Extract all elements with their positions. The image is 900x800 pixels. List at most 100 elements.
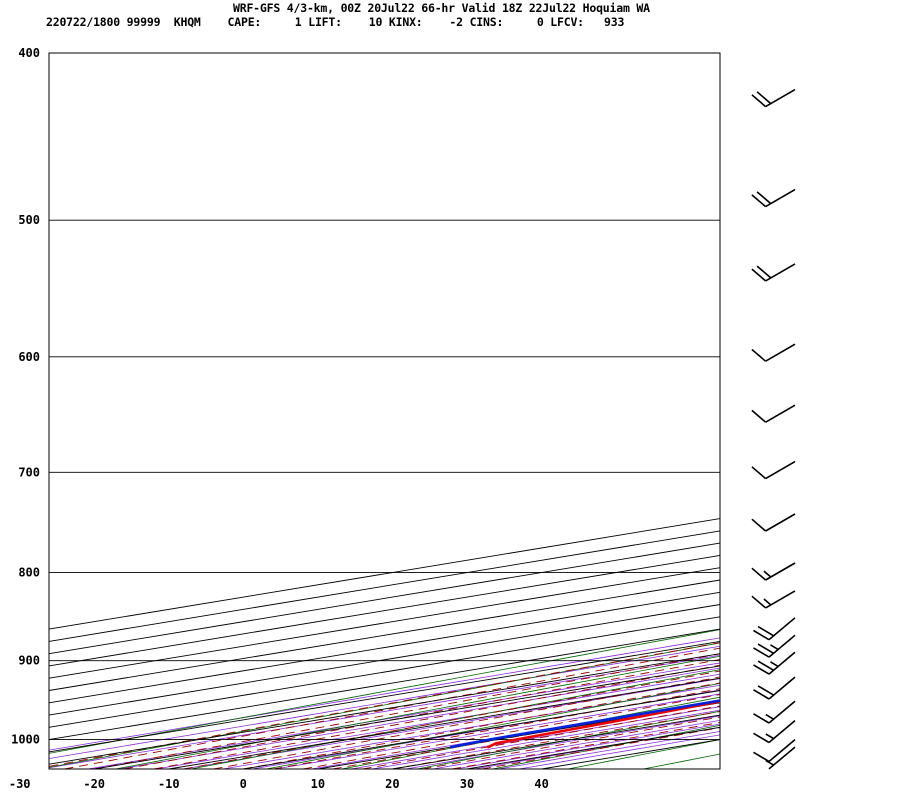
dry-adiabat — [417, 710, 720, 769]
wind-barb-staff — [768, 700, 796, 724]
y-tick-label: 1000 — [11, 733, 40, 747]
wind-barb-flag — [753, 647, 770, 658]
isotherm-line — [94, 665, 721, 770]
x-tick-label: 30 — [460, 777, 474, 791]
mixing-ratio-line — [275, 693, 720, 769]
wind-barb-flag — [757, 660, 775, 671]
moist-adiabat — [422, 716, 720, 769]
dry-adiabat — [492, 724, 720, 769]
wind-barb-staff — [768, 617, 796, 641]
mixing-ratio-line — [119, 667, 720, 769]
x-tick-label: -20 — [83, 777, 105, 791]
wind-barb — [753, 634, 796, 658]
wind-barb — [753, 651, 796, 675]
dry-adiabat — [718, 768, 720, 769]
isotherm-line — [48, 530, 721, 642]
wind-barb-flag — [753, 664, 770, 675]
mixing-ratio-line — [432, 719, 720, 769]
x-tick-label: -30 — [9, 777, 31, 791]
wind-barb — [753, 676, 796, 700]
mixing-ratio-line — [371, 709, 720, 769]
grid — [48, 52, 721, 770]
mixing-ratio-line — [311, 699, 720, 769]
wind-barb-flag — [756, 265, 772, 279]
moist-adiabats — [49, 642, 720, 769]
wind-barb-flag — [763, 570, 772, 578]
wind-barb-flag — [757, 685, 775, 696]
isotherm-line — [48, 591, 721, 704]
x-tick-label: 20 — [385, 777, 399, 791]
x-tick-label: 40 — [534, 777, 548, 791]
moist-adiabat — [362, 705, 720, 769]
wind-barb-flag — [751, 409, 767, 423]
mixing-ratio-line — [473, 726, 720, 769]
dry-adiabat — [49, 642, 720, 768]
wind-barb-flag — [757, 643, 775, 654]
x-tick-label: 10 — [311, 777, 325, 791]
dry-adiabat — [794, 53, 900, 769]
isotherm-line — [48, 628, 721, 741]
wind-barb-staff — [765, 590, 796, 609]
wind-barb-flag — [751, 518, 767, 532]
y-tick-label: 800 — [18, 565, 40, 579]
moist-adiabat — [273, 688, 720, 769]
y-tick-label: 700 — [18, 465, 40, 479]
wind-barb-staff — [768, 738, 796, 763]
x-tick-label: -10 — [158, 777, 180, 791]
isotherm-line — [48, 518, 721, 630]
wind-barb-staff — [765, 263, 796, 282]
wind-barb — [753, 700, 796, 724]
isotherm-line — [466, 726, 721, 770]
wind-barb — [751, 562, 796, 581]
mixing-ratio-line — [49, 654, 720, 769]
wind-barb-staff — [765, 88, 796, 108]
isotherm-line — [48, 567, 721, 679]
wind-barb — [751, 343, 796, 362]
y-tick-label: 900 — [18, 654, 40, 668]
mixing-ratio-line — [183, 678, 720, 769]
wind-barb-flag — [753, 713, 770, 724]
moist-adiabat — [213, 676, 720, 769]
wind-barb — [751, 188, 796, 208]
y-tick-label: 400 — [18, 46, 40, 60]
wind-barb-staff — [765, 404, 796, 423]
y-tick-label: 500 — [18, 213, 40, 227]
mixing-ratio-lines — [49, 637, 720, 769]
mixing-ratio-line — [49, 637, 720, 751]
sounding-traces — [449, 699, 720, 749]
wind-barb-staff — [768, 676, 796, 700]
dry-adiabat — [869, 53, 900, 769]
wind-barb — [751, 590, 796, 609]
dry-adiabat — [49, 629, 720, 754]
isotherm-line — [48, 640, 721, 753]
moist-adiabat — [153, 664, 720, 769]
isotherm-line — [541, 739, 721, 770]
wind-barb-flag — [753, 629, 770, 641]
wind-barb-staff — [765, 188, 796, 208]
x-tick-label: 0 — [240, 777, 247, 791]
wind-barb-flag — [751, 94, 767, 108]
wind-barb-flag — [756, 191, 772, 205]
wind-barb — [753, 719, 796, 744]
moist-adiabat — [302, 694, 720, 769]
isotherm-line — [48, 542, 721, 655]
isotherm-line — [168, 677, 721, 770]
wind-barb-flag — [751, 567, 767, 581]
wind-barb-flag — [751, 194, 767, 208]
isotherm-line — [48, 616, 721, 728]
moist-adiabat — [64, 647, 720, 769]
isotherm-line — [48, 579, 721, 691]
isotherm-line — [392, 714, 721, 770]
wind-barb — [753, 617, 796, 641]
wind-barb — [751, 404, 796, 423]
plot-frame — [48, 52, 721, 770]
wind-barb-flag — [765, 713, 775, 720]
wind-barb — [751, 88, 796, 108]
wind-barb-flag — [751, 466, 767, 480]
wind-barb-flag — [765, 733, 775, 740]
dry-adiabats — [49, 53, 900, 769]
wind-barb-flag — [763, 598, 772, 606]
wind-barb — [751, 460, 796, 480]
wind-barb-staff — [765, 343, 796, 362]
